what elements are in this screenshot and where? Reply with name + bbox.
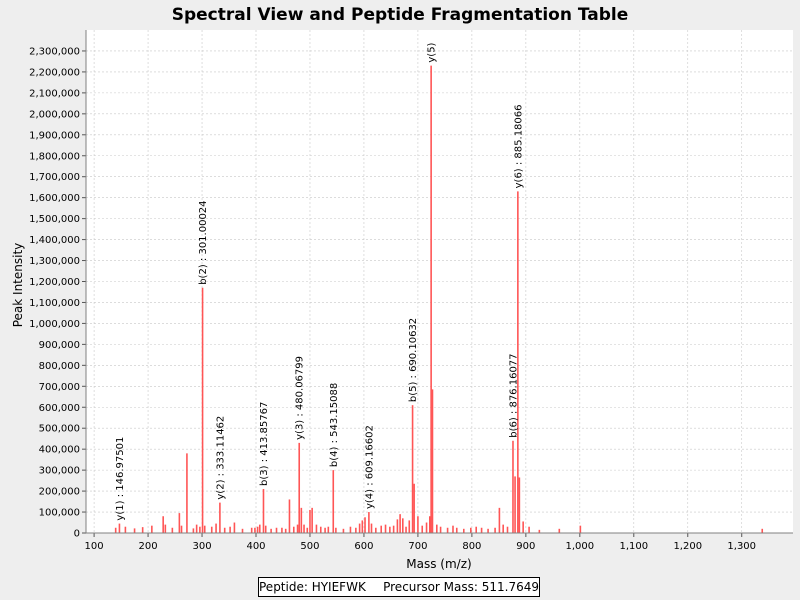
y-tick-label: 1,700,000 <box>29 172 80 183</box>
y-tick-label: 1,400,000 <box>29 235 80 246</box>
y-tick-label: 1,500,000 <box>29 214 80 225</box>
peaks <box>114 65 764 533</box>
peak-annotation: y(1) : 146.97501 <box>115 437 126 521</box>
precursor-mass-label: Precursor Mass: 511.7649 <box>383 580 539 594</box>
x-tick-label: 1,000 <box>566 541 595 552</box>
y-tick-label: 2,200,000 <box>29 67 80 78</box>
peak-annotation: b(6) : 876.16077 <box>508 353 519 437</box>
y-tick-label: 2,300,000 <box>29 46 80 57</box>
peak-annotation: b(2) : 301.00024 <box>198 200 209 284</box>
y-tick-label: 500,000 <box>39 424 80 435</box>
x-tick-label: 500 <box>300 541 319 552</box>
y-tick-label: 1,800,000 <box>29 151 80 162</box>
peak-annotation: b(4) : 543.15088 <box>329 383 340 467</box>
peak-annotation: y(3) : 480.06799 <box>295 356 306 440</box>
x-tick-label: 300 <box>192 541 211 552</box>
y-tick-label: 1,000,000 <box>29 319 80 330</box>
peak-annotation: b(3) : 413.85767 <box>259 402 270 486</box>
y-tick-label: 2,100,000 <box>29 88 80 99</box>
peak-annotation: y(4) : 609.16602 <box>364 425 375 509</box>
chart-legend: Peptide: HYIEFWK Precursor Mass: 511.764… <box>258 577 540 597</box>
y-tick-label: 900,000 <box>39 340 80 351</box>
x-tick-label: 800 <box>462 541 481 552</box>
y-tick-label: 0 <box>74 529 80 540</box>
x-tick-label: 400 <box>246 541 265 552</box>
peak-annotation: y(2) : 333.11462 <box>215 416 226 500</box>
y-tick-label: 1,900,000 <box>29 130 80 141</box>
axes: 0 100,000 200,000 300,000 400,000 500,000 600,… <box>29 30 793 552</box>
chart-title: Spectral View and Peptide Fragmentation … <box>172 5 629 25</box>
grid-lines <box>86 30 793 533</box>
y-tick-label: 2,000,000 <box>29 109 80 120</box>
y-tick-label: 1,100,000 <box>29 298 80 309</box>
y-tick-label: 600,000 <box>39 403 80 414</box>
x-axis-label: Mass (m/z) <box>406 557 471 571</box>
y-tick-label: 1,200,000 <box>29 277 80 288</box>
y-tick-label: 800,000 <box>39 361 80 372</box>
y-axis-label: Peak Intensity <box>11 243 25 328</box>
x-tick-label: 1,200 <box>673 541 702 552</box>
peak-annotations: y(1) : 146.97501 b(2) : 301.00024 y(2) : 3… <box>115 42 524 520</box>
x-tick-label: 600 <box>354 541 373 552</box>
y-tick-label: 1,300,000 <box>29 256 80 267</box>
x-tick-label: 700 <box>408 541 427 552</box>
y-tick-label: 200,000 <box>39 487 80 498</box>
y-tick-label: 700,000 <box>39 382 80 393</box>
x-tick-label: 1,100 <box>619 541 648 552</box>
x-tick-label: 900 <box>516 541 535 552</box>
x-tick-label: 100 <box>85 541 104 552</box>
y-tick-label: 300,000 <box>39 466 80 477</box>
y-tick-label: 100,000 <box>39 508 80 519</box>
y-tick-label: 400,000 <box>39 445 80 456</box>
peptide-label: Peptide: HYIEFWK <box>259 580 366 594</box>
peak-annotation: b(5) : 690.10632 <box>408 318 419 402</box>
x-tick-label: 1,300 <box>727 541 756 552</box>
peak-annotation: y(6) : 885.18066 <box>513 104 524 188</box>
x-tick-label: 200 <box>139 541 158 552</box>
y-tick-label: 1,600,000 <box>29 193 80 204</box>
peak-annotation: y(5) <box>427 42 438 62</box>
